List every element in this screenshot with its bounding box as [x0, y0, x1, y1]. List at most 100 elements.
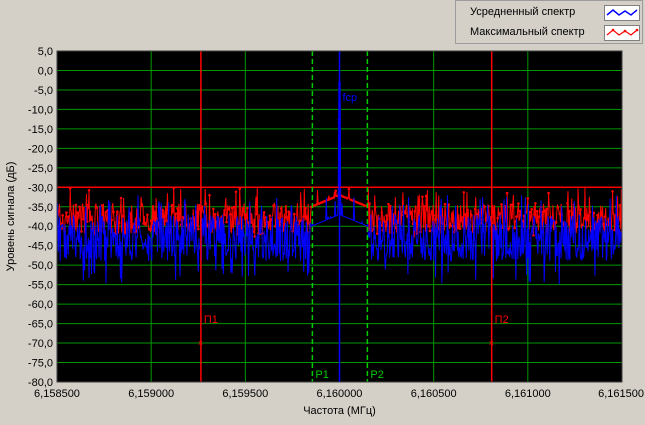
- max-spectrum-point: [394, 226, 398, 229]
- max-spectrum-point: [304, 206, 307, 210]
- x-tick-label: 6,158500: [34, 388, 80, 400]
- max-spectrum-point: [268, 214, 272, 217]
- max-spectrum-point: [443, 202, 447, 206]
- max-spectrum-point: [588, 210, 592, 214]
- max-spectrum-point: [146, 213, 149, 217]
- max-spectrum-point: [554, 221, 558, 224]
- max-spectrum-point: [511, 203, 515, 206]
- max-spectrum-point: [227, 207, 230, 211]
- plot-frame: [56, 50, 623, 383]
- max-spectrum-point: [144, 221, 147, 225]
- max-spectrum-point: [596, 213, 599, 217]
- max-spectrum-point: [404, 211, 407, 215]
- max-spectrum-point: [287, 210, 290, 214]
- marker-x-П2: ×: [489, 338, 494, 348]
- max-spectrum-point: [78, 205, 81, 209]
- max-spectrum-point: [140, 203, 144, 207]
- max-spectrum-point: [462, 191, 466, 194]
- max-spectrum-point: [505, 191, 509, 195]
- marker-label-P1: P1: [315, 369, 328, 381]
- max-spectrum-point: [176, 207, 179, 210]
- max-spectrum-point: [373, 205, 377, 209]
- max-spectrum-point: [89, 218, 93, 222]
- y-tick-label: -20,0: [28, 143, 53, 155]
- x-tick-label: 6,160500: [411, 388, 457, 400]
- y-tick-label: -10,0: [28, 104, 53, 116]
- max-spectrum-point: [253, 235, 257, 238]
- y-tick-label: -55,0: [28, 280, 53, 292]
- max-spectrum-point: [213, 213, 217, 216]
- max-spectrum-point: [421, 195, 424, 199]
- y-tick-label: -40,0: [28, 221, 53, 233]
- marker-label-П1: П1: [204, 314, 218, 326]
- max-spectrum-point: [543, 209, 547, 213]
- max-spectrum-point: [599, 213, 603, 217]
- x-tick-label: 6,161500: [598, 388, 644, 400]
- max-spectrum-point: [434, 218, 437, 221]
- y-axis-label: Уровень сигнала (дБ): [5, 162, 17, 272]
- legend: Усредненный спектр Максимальный спектр: [455, 0, 643, 44]
- max-spectrum-point: [262, 211, 266, 214]
- max-spectrum-point: [345, 196, 349, 200]
- legend-item-average: Усредненный спектр: [456, 3, 644, 23]
- max-spectrum-point: [586, 214, 590, 217]
- max-spectrum-point: [100, 204, 104, 207]
- max-spectrum-point: [347, 187, 351, 191]
- max-spectrum-point: [509, 203, 513, 207]
- max-spectrum-point: [424, 194, 428, 198]
- max-spectrum-point: [57, 209, 61, 213]
- max-spectrum-point: [460, 216, 464, 219]
- max-spectrum-point: [161, 208, 164, 212]
- max-spectrum-point: [537, 215, 541, 219]
- max-spectrum-point: [526, 197, 530, 200]
- max-spectrum-point: [581, 223, 584, 227]
- max-spectrum-point: [112, 210, 115, 214]
- max-spectrum-point: [255, 212, 258, 216]
- marker-x-fcp: ×: [337, 116, 342, 126]
- max-spectrum-point: [82, 217, 85, 221]
- max-spectrum-point: [332, 196, 336, 199]
- max-spectrum-point: [149, 219, 153, 223]
- max-spectrum-point: [498, 212, 501, 215]
- max-spectrum-point: [528, 210, 532, 214]
- max-spectrum-point: [234, 190, 238, 194]
- max-spectrum-point: [65, 211, 68, 214]
- y-tick-label: -70,0: [28, 338, 53, 350]
- max-spectrum-point: [196, 227, 200, 231]
- max-spectrum-point: [601, 222, 605, 226]
- marker-label-fcp: fcp: [343, 92, 358, 104]
- max-spectrum-point: [447, 203, 451, 206]
- y-tick-label: -65,0: [28, 319, 53, 331]
- y-tick-label: -15,0: [28, 124, 53, 136]
- max-spectrum-point: [611, 190, 614, 193]
- y-tick-label: -35,0: [28, 202, 53, 214]
- max-spectrum-point: [603, 215, 607, 219]
- max-spectrum-point: [279, 207, 283, 210]
- y-tick-label: -25,0: [28, 163, 53, 175]
- max-spectrum-point: [117, 221, 121, 225]
- max-spectrum-point: [244, 213, 247, 216]
- x-tick-label: 6,159500: [222, 388, 268, 400]
- max-spectrum-point: [228, 213, 232, 216]
- max-spectrum-point: [242, 207, 245, 211]
- max-spectrum-point: [575, 222, 579, 225]
- max-spectrum-point: [80, 230, 83, 233]
- max-spectrum-point: [147, 228, 151, 231]
- max-spectrum-point: [422, 205, 426, 208]
- max-spectrum-point: [556, 205, 560, 209]
- max-spectrum-point: [432, 214, 435, 217]
- max-spectrum-point: [545, 207, 548, 211]
- max-spectrum-point: [121, 214, 125, 218]
- x-axis-label: Частота (МГц): [303, 405, 376, 417]
- max-spectrum-point: [500, 203, 503, 206]
- max-spectrum-point: [567, 209, 571, 213]
- x-tick-label: 6,160000: [317, 388, 363, 400]
- max-spectrum-point: [613, 228, 616, 232]
- max-spectrum-point: [272, 204, 275, 207]
- max-spectrum-point: [513, 226, 516, 230]
- red-line-markers-icon: [604, 25, 640, 41]
- marker-x-П1: ×: [198, 338, 203, 348]
- legend-label-average: Усредненный спектр: [470, 6, 576, 18]
- max-spectrum-point: [389, 204, 392, 208]
- y-tick-label: -75,0: [28, 358, 53, 370]
